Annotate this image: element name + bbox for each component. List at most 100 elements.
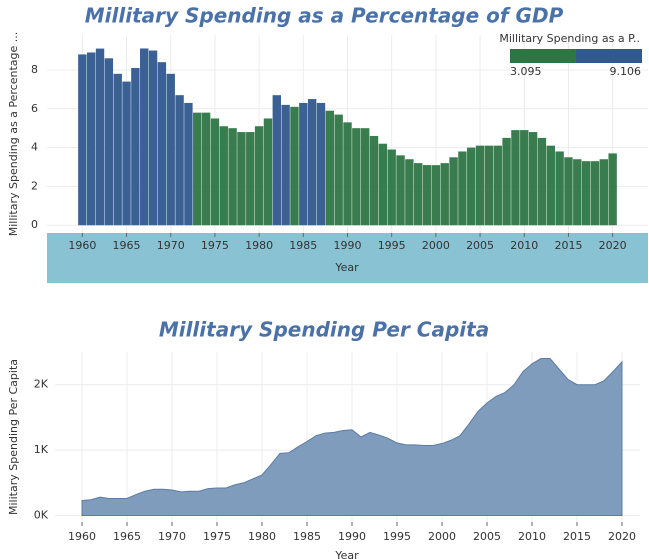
bar (360, 128, 370, 226)
bar (467, 147, 476, 226)
bar (484, 145, 494, 226)
bar (590, 161, 600, 226)
bar (237, 132, 246, 226)
bar (95, 48, 105, 226)
bar (122, 81, 131, 226)
colorbar-low (510, 49, 576, 63)
bar (316, 102, 326, 226)
colorbar-high (576, 49, 642, 63)
x-tick-label: 2020 (608, 530, 636, 543)
bar (458, 151, 467, 226)
bar (201, 112, 211, 226)
x-axis-band (47, 233, 648, 283)
chart-title: Millitary Spending Per Capita (159, 318, 489, 342)
y-tick-label: 8 (31, 63, 38, 76)
x-tick-label: 2010 (510, 239, 538, 252)
bar (502, 137, 511, 226)
x-tick-label: 2000 (422, 239, 450, 252)
bar (290, 106, 299, 226)
x-axis-title: Year (334, 261, 359, 274)
bar (148, 50, 158, 226)
x-tick-label: 1960 (68, 239, 96, 252)
bar (210, 118, 220, 226)
bar (263, 118, 273, 226)
colorbar-max-label: 9.106 (610, 65, 642, 78)
bar (599, 159, 609, 226)
y-tick-label: 2K (34, 378, 49, 391)
bar (166, 73, 175, 226)
x-tick-label: 2015 (554, 239, 582, 252)
bar (219, 126, 228, 226)
bar (175, 95, 184, 226)
x-tick-label: 2010 (518, 530, 546, 543)
x-tick-label: 1995 (378, 239, 406, 252)
bar (104, 58, 114, 226)
bar (78, 54, 87, 226)
x-tick-label: 2000 (428, 530, 456, 543)
bar (378, 143, 388, 226)
x-tick-label: 1975 (201, 239, 229, 252)
x-tick-label: 1970 (158, 530, 186, 543)
bar (537, 137, 547, 226)
y-tick-label: 0K (34, 508, 49, 521)
bar (299, 102, 308, 226)
y-tick-label: 6 (31, 102, 38, 115)
bar (449, 157, 458, 226)
bar (511, 130, 520, 226)
bar (272, 95, 281, 226)
y-tick-label: 2 (31, 179, 38, 192)
colorbar-min-label: 3.095 (510, 65, 542, 78)
bar (520, 130, 529, 226)
bar (334, 114, 343, 226)
bar (387, 149, 396, 226)
x-axis-title: Year (334, 549, 359, 559)
x-tick-label: 1970 (157, 239, 185, 252)
x-tick-label: 1985 (293, 530, 321, 543)
bar (193, 112, 202, 226)
bar (608, 153, 617, 226)
bar (555, 151, 564, 226)
y-tick-label: 4 (31, 141, 38, 154)
x-tick-label: 2015 (563, 530, 591, 543)
bar (140, 48, 149, 226)
bar (254, 126, 264, 226)
y-axis-title: Military Spending Per Capita (7, 359, 20, 515)
bar (475, 145, 485, 226)
bar (131, 68, 140, 226)
y-axis-title: Millitary Spending as a Percentage ... (7, 32, 20, 237)
bar (352, 128, 361, 226)
bar (307, 99, 317, 226)
bar (369, 135, 379, 226)
bar (184, 102, 193, 226)
bar (325, 110, 335, 226)
y-tick-label: 1K (34, 443, 49, 456)
bar (113, 73, 122, 226)
x-tick-label: 1995 (383, 530, 411, 543)
bar (573, 159, 582, 226)
chart-title: Millitary Spending as a Percentage of GD… (85, 4, 564, 28)
bar (581, 161, 591, 226)
bar (546, 145, 555, 226)
bar (528, 132, 538, 226)
x-tick-label: 2005 (466, 239, 494, 252)
bar (431, 165, 441, 226)
y-tick-label: 0 (31, 218, 38, 231)
bar (246, 132, 255, 226)
bar (396, 155, 405, 226)
x-tick-label: 1965 (113, 239, 141, 252)
bar (86, 52, 96, 226)
x-tick-label: 1975 (203, 530, 231, 543)
bar (564, 157, 573, 226)
bar (343, 122, 352, 226)
x-tick-label: 1990 (334, 239, 362, 252)
x-tick-label: 1985 (289, 239, 317, 252)
x-tick-label: 1965 (113, 530, 141, 543)
x-tick-label: 2005 (473, 530, 501, 543)
bar (422, 165, 432, 226)
x-tick-label: 2020 (599, 239, 627, 252)
bar (414, 163, 423, 226)
x-tick-label: 1980 (248, 530, 276, 543)
bar (405, 159, 414, 226)
